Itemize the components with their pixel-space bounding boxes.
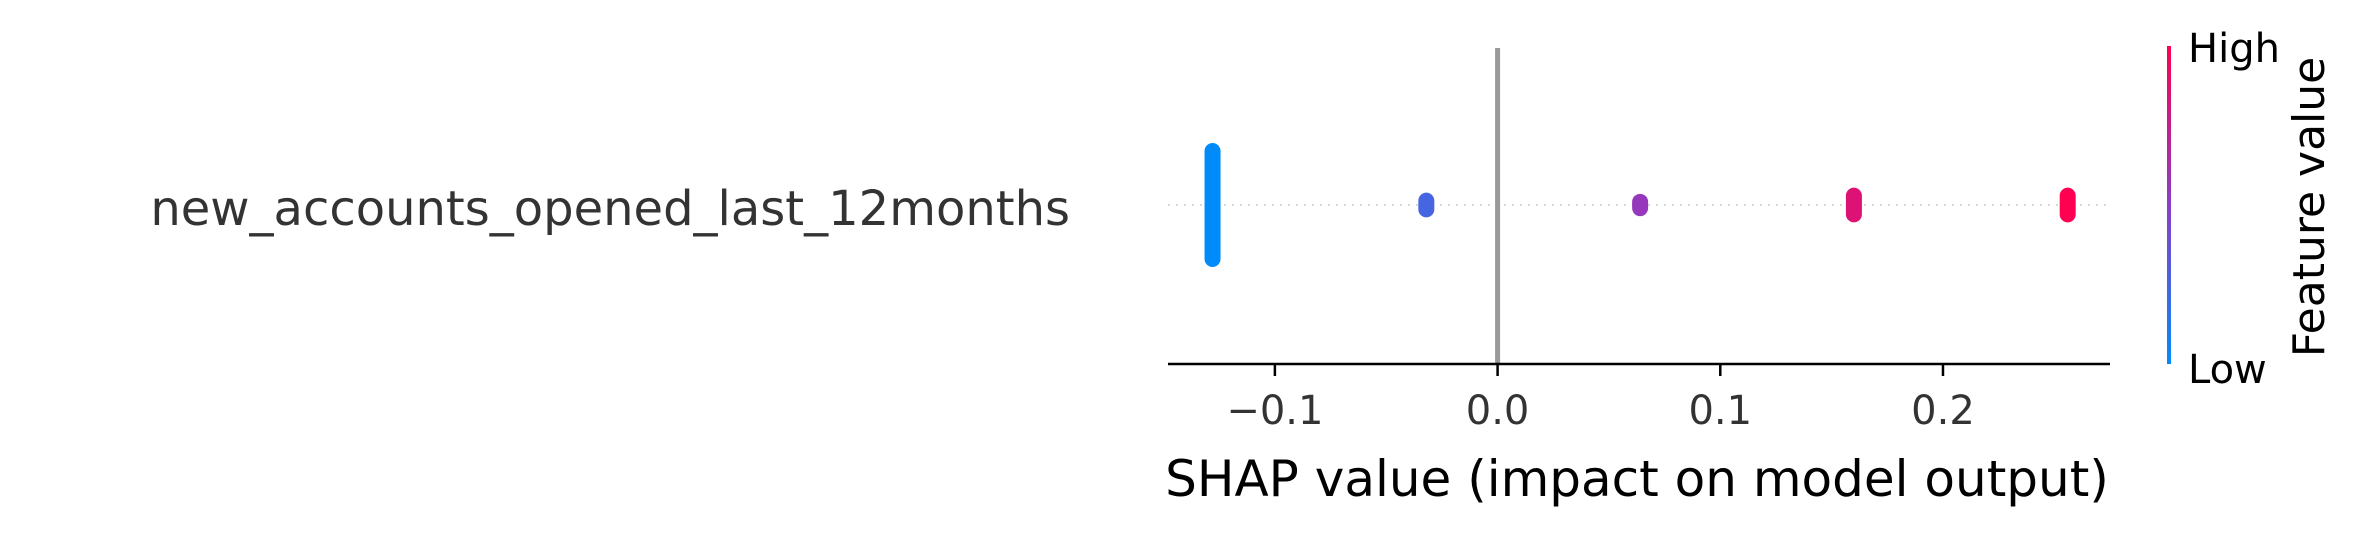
data-point-3 xyxy=(1845,187,1862,223)
data-point-1 xyxy=(1418,192,1435,218)
colorbar xyxy=(2167,46,2171,364)
x-tick-label-3: 0.2 xyxy=(1911,388,1975,434)
feature-label: new_accounts_opened_last_12months xyxy=(150,181,1070,237)
colorbar-title: Feature value xyxy=(2284,57,2335,357)
data-point-2 xyxy=(1632,193,1649,217)
colorbar-low-label: Low xyxy=(2188,347,2267,393)
data-point-4 xyxy=(2059,187,2076,223)
x-axis-title: SHAP value (impact on model output) xyxy=(1165,450,2109,508)
data-point-0 xyxy=(1204,143,1221,267)
data-points xyxy=(1204,143,2076,267)
x-tick-label-0: −0.1 xyxy=(1226,388,1323,434)
x-axis-ticks: −0.1 0.0 0.1 0.2 xyxy=(1226,364,1975,434)
colorbar-high-label: High xyxy=(2188,26,2280,72)
x-tick-label-2: 0.1 xyxy=(1688,388,1752,434)
x-tick-label-1: 0.0 xyxy=(1466,388,1530,434)
